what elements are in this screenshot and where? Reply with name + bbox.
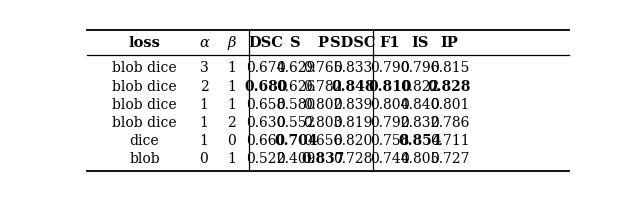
Text: 0.704: 0.704 [274, 134, 317, 148]
Text: 1: 1 [200, 134, 209, 148]
Text: 0.837: 0.837 [301, 152, 345, 166]
Text: 0.522: 0.522 [246, 152, 285, 166]
Text: 0.802: 0.802 [303, 98, 342, 112]
Text: 0.680: 0.680 [244, 80, 288, 94]
Text: dice: dice [130, 134, 159, 148]
Text: 3: 3 [200, 61, 209, 75]
Text: 0.828: 0.828 [428, 80, 471, 94]
Text: 0.630: 0.630 [246, 116, 285, 130]
Text: 0.803: 0.803 [303, 116, 342, 130]
Text: α: α [199, 36, 209, 50]
Text: 0: 0 [200, 152, 209, 166]
Text: 0.839: 0.839 [333, 98, 372, 112]
Text: 1: 1 [227, 61, 236, 75]
Text: 2: 2 [227, 116, 236, 130]
Text: blob dice: blob dice [112, 98, 177, 112]
Text: 0.660: 0.660 [246, 134, 285, 148]
Text: SDSC: SDSC [330, 36, 376, 50]
Text: 0.832: 0.832 [400, 116, 440, 130]
Text: 0.854: 0.854 [398, 134, 442, 148]
Text: 0.409: 0.409 [276, 152, 316, 166]
Text: 0.815: 0.815 [430, 61, 469, 75]
Text: 0.580: 0.580 [276, 98, 316, 112]
Text: 0.656: 0.656 [303, 134, 342, 148]
Text: P: P [317, 36, 328, 50]
Text: 0.820: 0.820 [333, 134, 372, 148]
Text: 0.727: 0.727 [430, 152, 469, 166]
Text: blob dice: blob dice [112, 116, 177, 130]
Text: 1: 1 [227, 80, 236, 94]
Text: 0.805: 0.805 [400, 152, 440, 166]
Text: 0.786: 0.786 [430, 116, 469, 130]
Text: 0.792: 0.792 [371, 116, 410, 130]
Text: DSC: DSC [248, 36, 284, 50]
Text: 0.782: 0.782 [303, 80, 343, 94]
Text: 1: 1 [200, 98, 209, 112]
Text: blob dice: blob dice [112, 61, 177, 75]
Text: S: S [291, 36, 301, 50]
Text: 0.822: 0.822 [400, 80, 440, 94]
Text: 0.765: 0.765 [303, 61, 343, 75]
Text: 1: 1 [200, 116, 209, 130]
Text: 1: 1 [227, 152, 236, 166]
Text: 0.711: 0.711 [429, 134, 469, 148]
Text: IP: IP [441, 36, 458, 50]
Text: 0: 0 [227, 134, 236, 148]
Text: 0.658: 0.658 [246, 98, 285, 112]
Text: 0.801: 0.801 [430, 98, 469, 112]
Text: F1: F1 [380, 36, 400, 50]
Text: 0.744: 0.744 [370, 152, 410, 166]
Text: 0.626: 0.626 [276, 80, 316, 94]
Text: 1: 1 [227, 98, 236, 112]
Text: 0.758: 0.758 [371, 134, 410, 148]
Text: 2: 2 [200, 80, 209, 94]
Text: IS: IS [411, 36, 428, 50]
Text: 0.796: 0.796 [400, 61, 440, 75]
Text: 0.674: 0.674 [246, 61, 285, 75]
Text: loss: loss [129, 36, 161, 50]
Text: blob: blob [129, 152, 160, 166]
Text: 0.810: 0.810 [368, 80, 412, 94]
Text: 0.840: 0.840 [400, 98, 440, 112]
Text: 0.804: 0.804 [371, 98, 410, 112]
Text: blob dice: blob dice [112, 80, 177, 94]
Text: 0.790: 0.790 [371, 61, 410, 75]
Text: 0.819: 0.819 [333, 116, 372, 130]
Text: 0.728: 0.728 [333, 152, 372, 166]
Text: 0.848: 0.848 [331, 80, 374, 94]
Text: 0.629: 0.629 [276, 61, 316, 75]
Text: β: β [227, 36, 236, 50]
Text: 0.552: 0.552 [276, 116, 316, 130]
Text: 0.833: 0.833 [333, 61, 372, 75]
